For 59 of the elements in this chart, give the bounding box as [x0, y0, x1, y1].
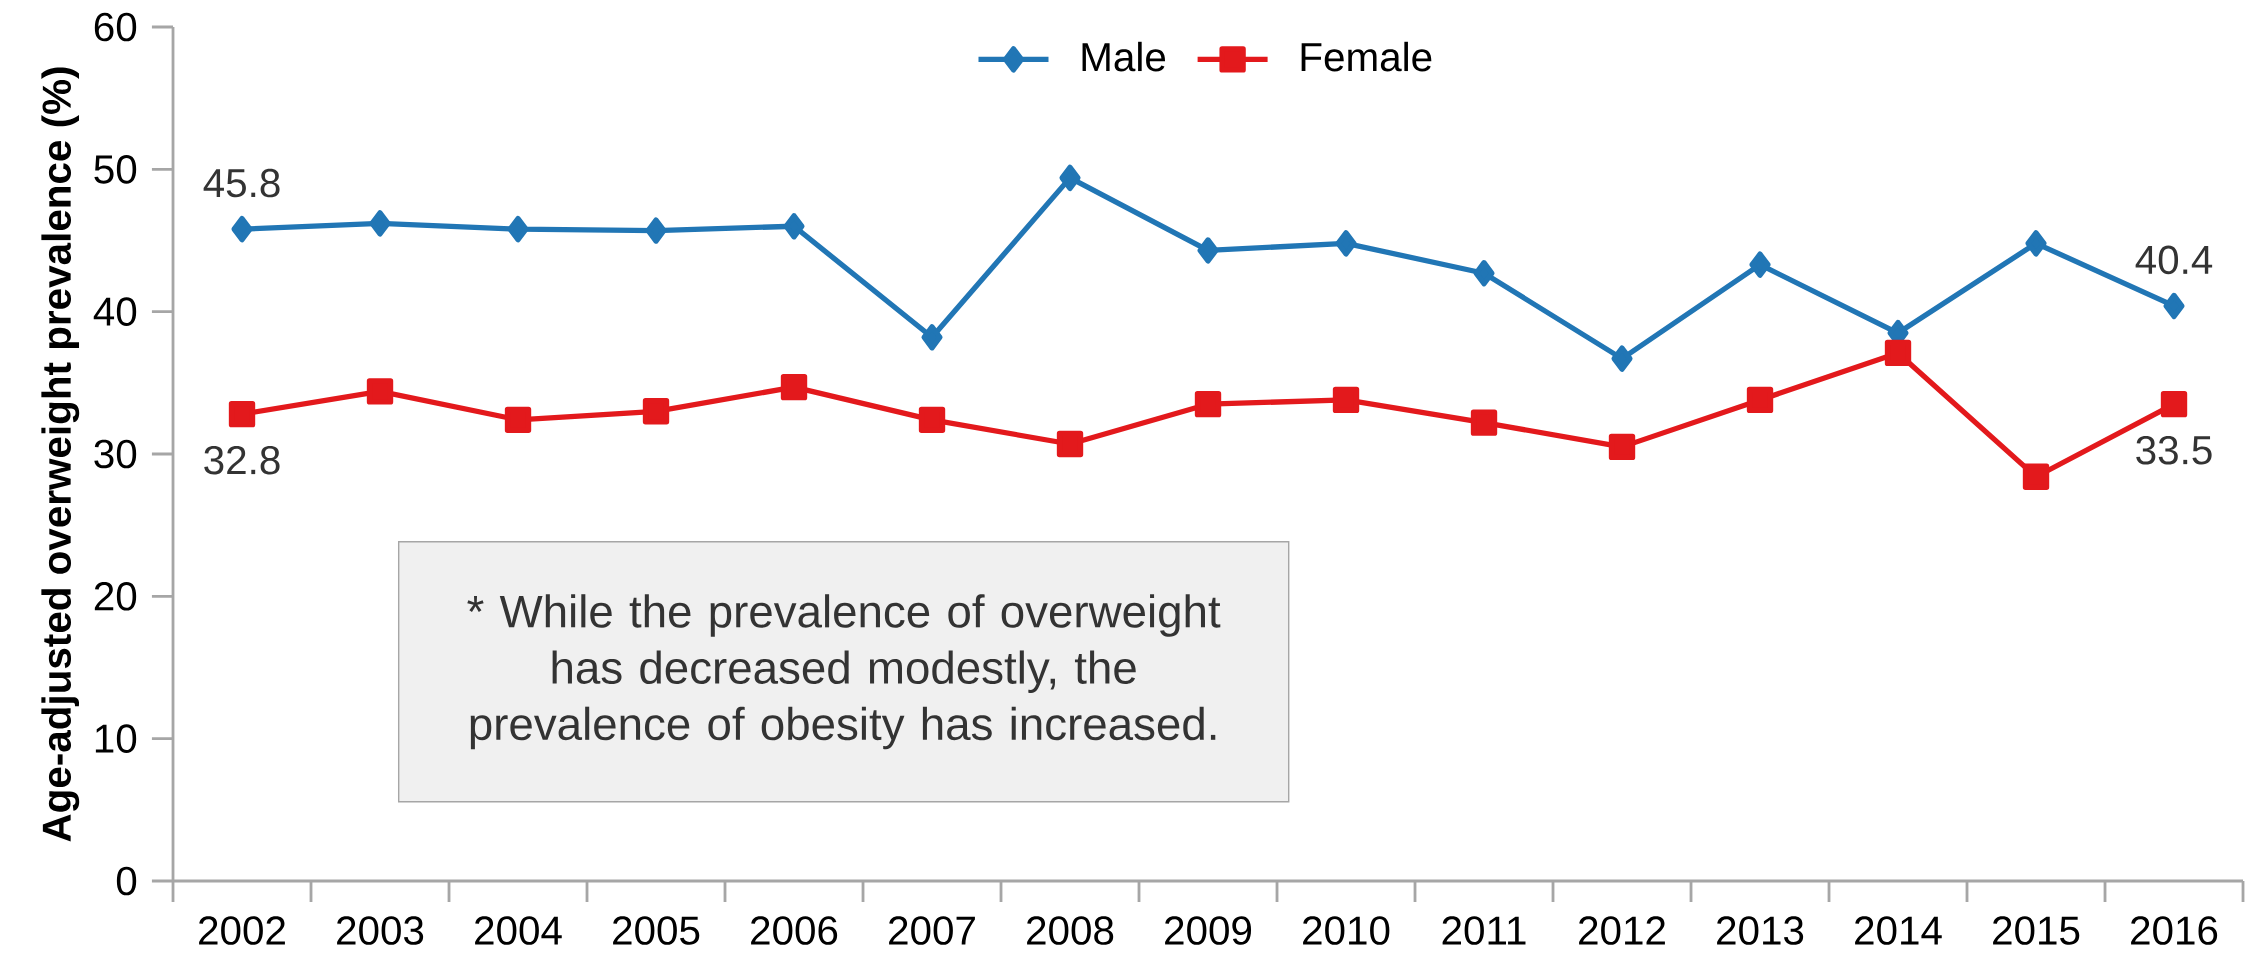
x-tick-label: 2004: [475, 916, 562, 945]
data-label: 45.8: [203, 168, 280, 198]
y-tick-label: 0: [116, 866, 137, 896]
x-tick-label: 2008: [1027, 916, 1114, 945]
point: [1473, 260, 1495, 287]
point: [1608, 433, 1636, 461]
point: [2022, 463, 2050, 490]
point: [1884, 339, 1912, 367]
point: [1611, 345, 1633, 372]
y-tick-label: 10: [95, 724, 137, 753]
point: [2163, 292, 2185, 320]
point: [2160, 390, 2188, 418]
x-tick-label: 2013: [1717, 916, 1804, 945]
point: [1056, 430, 1084, 458]
point: [642, 398, 670, 425]
legend-label: Female: [1301, 41, 1432, 72]
x-tick-label: 2011: [1442, 916, 1526, 945]
annotation: * While the prevalence of overweight has decreased modestly, the prevalence of obesity has increased.: [467, 594, 1221, 750]
point: [1059, 164, 1081, 192]
x-tick-label: 2009: [1165, 916, 1252, 945]
point: [645, 217, 667, 244]
point: [1470, 409, 1498, 436]
point: [1332, 386, 1360, 414]
y-tick-label: 40: [93, 297, 137, 326]
x-tick-label: 2007: [889, 916, 975, 945]
point: [921, 324, 943, 351]
y-tick-label: 20: [94, 582, 137, 611]
point: [231, 215, 253, 243]
y-axis-title: Age-adjusted overweight prevalence (%): [41, 67, 80, 842]
point: [228, 400, 256, 428]
x-tick-label: 2015: [1993, 916, 2080, 945]
point: [507, 215, 529, 243]
data-label: 40.4: [2135, 245, 2213, 275]
point: [366, 378, 394, 405]
x-tick-label: 2003: [337, 916, 424, 945]
data-label: 32.8: [204, 445, 280, 475]
point: [2025, 230, 2047, 257]
point: [780, 373, 808, 401]
point: [1194, 390, 1222, 418]
x-tick-label: 2016: [2131, 916, 2218, 945]
x-tick-label: 2002: [199, 916, 285, 945]
x-tick-label: 2010: [1303, 916, 1390, 945]
y-tick-label: 60: [94, 12, 137, 42]
y-tick-label: 50: [94, 155, 137, 184]
point: [369, 210, 391, 237]
point: [783, 213, 805, 240]
data-label: 33.5: [2136, 435, 2212, 465]
point: [1197, 237, 1219, 264]
point: [1749, 251, 1771, 278]
x-tick-label: 2014: [1855, 916, 1942, 945]
point: [918, 406, 946, 434]
x-tick-label: 2012: [1579, 916, 1665, 945]
y-tick-label: 30: [94, 439, 137, 469]
legend-label: Male: [1082, 41, 1166, 72]
x-tick-label: 2005: [613, 916, 700, 945]
point: [1746, 386, 1774, 414]
point: [1335, 230, 1357, 257]
x-tick-label: 2006: [751, 916, 838, 945]
point: [504, 406, 532, 434]
